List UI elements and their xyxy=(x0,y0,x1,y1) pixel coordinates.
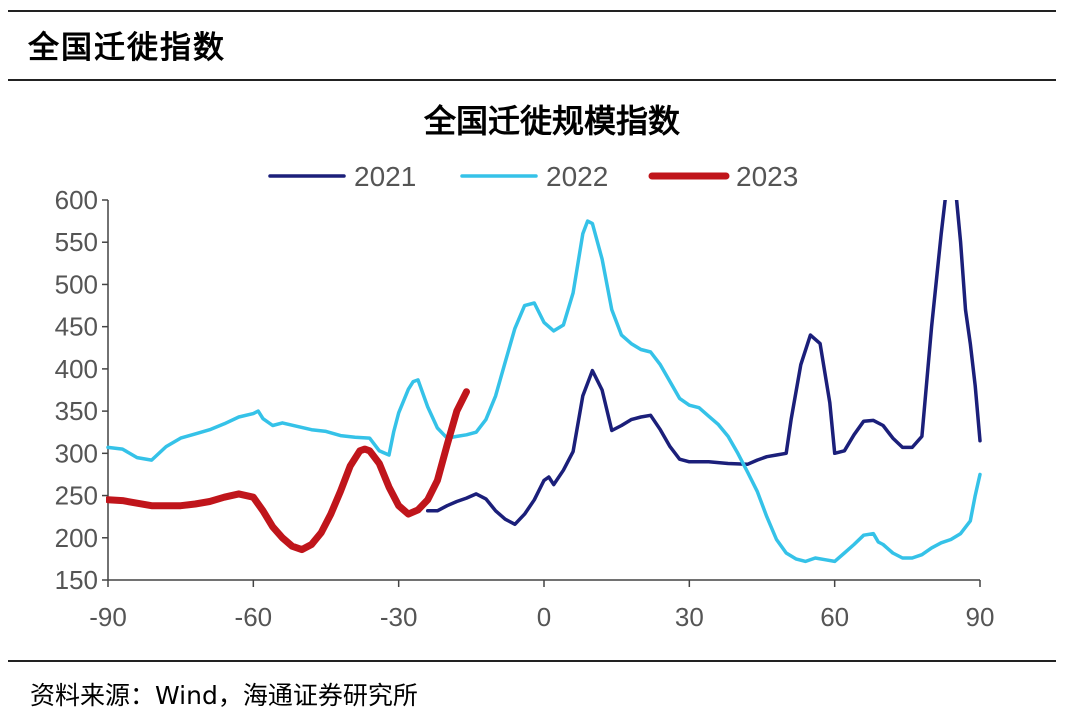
series-line-2022 xyxy=(106,219,982,564)
x-tick-label: 30 xyxy=(675,602,704,632)
y-tick-label: 450 xyxy=(55,312,98,342)
y-tick-label: 500 xyxy=(55,269,98,299)
y-tick-label: 200 xyxy=(55,523,98,553)
y-tick-label: 150 xyxy=(55,565,98,595)
legend-label-2023: 2023 xyxy=(736,161,798,192)
y-tick-label: 400 xyxy=(55,354,98,384)
y-tick-label: 300 xyxy=(55,438,98,468)
y-tick-label: 350 xyxy=(55,396,98,426)
footer-rule xyxy=(8,660,1056,662)
x-tick-label: -30 xyxy=(380,602,418,632)
series-line-2023 xyxy=(106,388,470,554)
section-title: 全国迁徙指数 xyxy=(28,30,226,66)
y-tick-label: 600 xyxy=(55,185,98,215)
source-note: 资料来源：Wind，海通证券研究所 xyxy=(30,681,418,710)
x-tick-label: 0 xyxy=(537,602,551,632)
x-tick-label: -90 xyxy=(89,602,127,632)
x-tick-label: -60 xyxy=(235,602,273,632)
chart-legend: 2021 2022 2023 xyxy=(268,161,798,192)
series-line-2021 xyxy=(425,200,982,527)
x-tick-label: 90 xyxy=(966,602,995,632)
legend-label-2022: 2022 xyxy=(546,161,608,192)
top-rule xyxy=(8,10,1056,12)
chart-series xyxy=(106,200,982,564)
chart-title: 全国迁徙规模指数 xyxy=(423,102,681,140)
header-rule xyxy=(8,79,1056,81)
x-tick-label: 60 xyxy=(820,602,849,632)
chart-axes: 150 200 250 300 350 400 450 500 550 600 -90 -60 -30 0… xyxy=(55,185,995,632)
y-tick-label: 550 xyxy=(55,227,98,257)
y-tick-label: 250 xyxy=(55,481,98,511)
legend-label-2021: 2021 xyxy=(354,161,416,192)
